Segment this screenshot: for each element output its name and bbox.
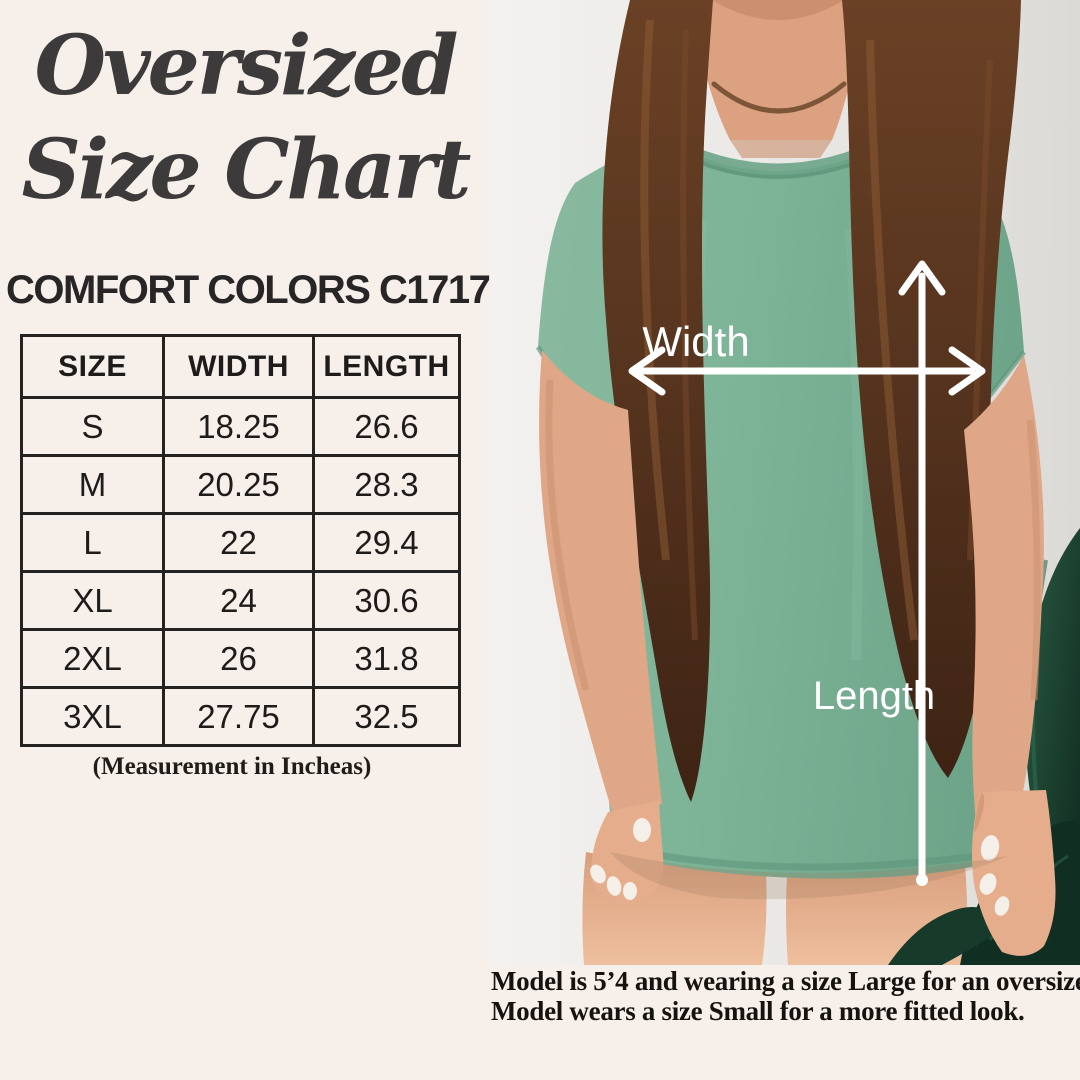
cell-width: 24 [162,570,315,631]
size-table: SIZE WIDTH LENGTH S 18.25 26.6 M 20.25 2… [20,334,461,747]
length-label: Length [813,674,935,718]
table-row: M 20.25 28.3 [20,454,461,515]
col-header-length: LENGTH [312,334,461,399]
model-left-arm [539,350,664,904]
footer-note: Model is 5’4 and wearing a size Large fo… [491,966,1080,1026]
table-row: L 22 29.4 [20,512,461,573]
table-row: S 18.25 26.6 [20,396,461,457]
footer-line-2: Model wears a size Small for a more fitt… [491,996,1025,1026]
model-right-arm [964,355,1056,956]
width-label: Width [642,318,749,365]
cell-width: 26 [162,628,315,689]
brand-heading: COMFORT COLORS C1717 [6,268,491,312]
cell-length: 30.6 [312,570,461,631]
title-line-2: Size Chart [21,122,472,218]
necklace [711,81,847,114]
cell-length: 28.3 [312,454,461,515]
length-arrow [898,260,946,886]
cell-length: 26.6 [312,396,461,457]
cell-width: 22 [162,512,315,573]
table-header-row: SIZE WIDTH LENGTH [20,334,461,399]
cell-length: 29.4 [312,512,461,573]
model-photo-svg: Width Length [490,0,1080,965]
cell-size: M [20,454,165,515]
measurement-note: (Measurement in Incheas) [92,753,372,780]
table-row: 2XL 26 31.8 [20,628,461,689]
cell-width: 27.75 [162,686,315,747]
table-row: XL 24 30.6 [20,570,461,631]
col-header-size: SIZE [20,334,165,399]
footer-line-1: Model is 5’4 and wearing a size Large fo… [491,966,1080,996]
left-panel: Oversized Size Chart COMFORT COLORS C171… [0,0,491,1080]
page-title: Oversized Size Chart [0,14,490,222]
width-arrow [628,346,986,396]
col-header-width: WIDTH [162,334,315,399]
cell-width: 20.25 [162,454,315,515]
cell-size: S [20,396,165,457]
cell-length: 32.5 [312,686,461,747]
cell-length: 31.8 [312,628,461,689]
table-row: 3XL 27.75 32.5 [20,686,461,747]
hem-shadow [610,852,1008,900]
cell-width: 18.25 [162,396,315,457]
title-line-1: Oversized [34,18,459,114]
model-neck [693,0,863,158]
cell-size: 3XL [20,686,165,747]
cell-size: XL [20,570,165,631]
cell-size: 2XL [20,628,165,689]
model-photo: Width Length [490,0,1080,965]
cell-size: L [20,512,165,573]
